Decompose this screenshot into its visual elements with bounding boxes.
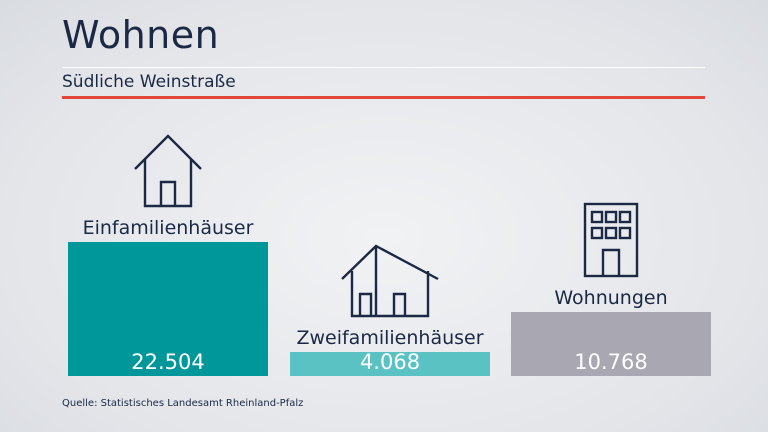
bar-2 bbox=[290, 352, 490, 376]
source-note: Quelle: Statistisches Landesamt Rheinlan… bbox=[62, 398, 304, 409]
accent-rule bbox=[62, 96, 705, 99]
bar-3 bbox=[511, 312, 711, 376]
page-subtitle: Südliche Weinstraße bbox=[62, 72, 236, 92]
bar-1 bbox=[68, 242, 268, 376]
value-label-2: 4.068 bbox=[360, 350, 420, 374]
category-label-2: Zweifamilienhäuser bbox=[296, 327, 483, 349]
category-label-1: Einfamilienhäuser bbox=[83, 217, 254, 239]
category-label-3: Wohnungen bbox=[554, 287, 667, 309]
value-label-3: 10.768 bbox=[574, 350, 647, 374]
title-divider bbox=[62, 67, 705, 68]
page-title: Wohnen bbox=[62, 13, 220, 57]
house-icon bbox=[134, 134, 202, 208]
value-label-1: 22.504 bbox=[131, 350, 204, 374]
double-house-icon bbox=[341, 244, 439, 318]
apartment-building-icon bbox=[583, 202, 639, 278]
